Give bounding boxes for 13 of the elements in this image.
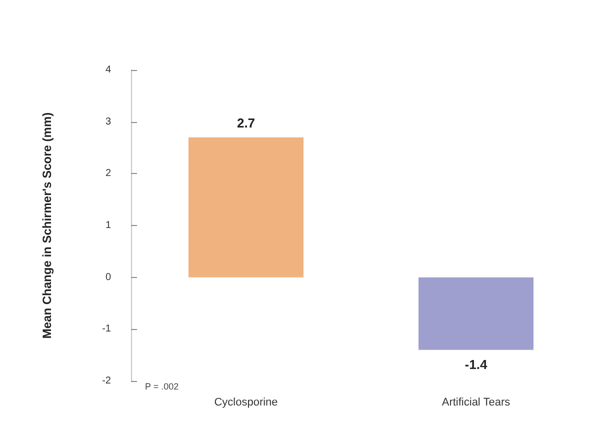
y-tick-label: -2 [102,376,112,386]
y-tick-label: 3 [105,116,112,128]
x-tick-label: Cyclosporine [214,396,278,408]
y-tick-label: -1 [102,324,112,335]
data-label: 2.7 [236,115,256,130]
data-label: -1.4 [464,356,488,372]
text: P = .002 [145,382,179,392]
y-tick-label: 1 [105,220,112,231]
y-tick-label: 2 [105,168,112,180]
y-axis-title: Mean Change in Schirmer's Score (mm) [40,112,54,339]
x-tick-label: Artificial Tears [442,396,511,408]
y-tick-label: 4 [105,64,112,76]
y-tick-label: 0 [105,272,112,283]
